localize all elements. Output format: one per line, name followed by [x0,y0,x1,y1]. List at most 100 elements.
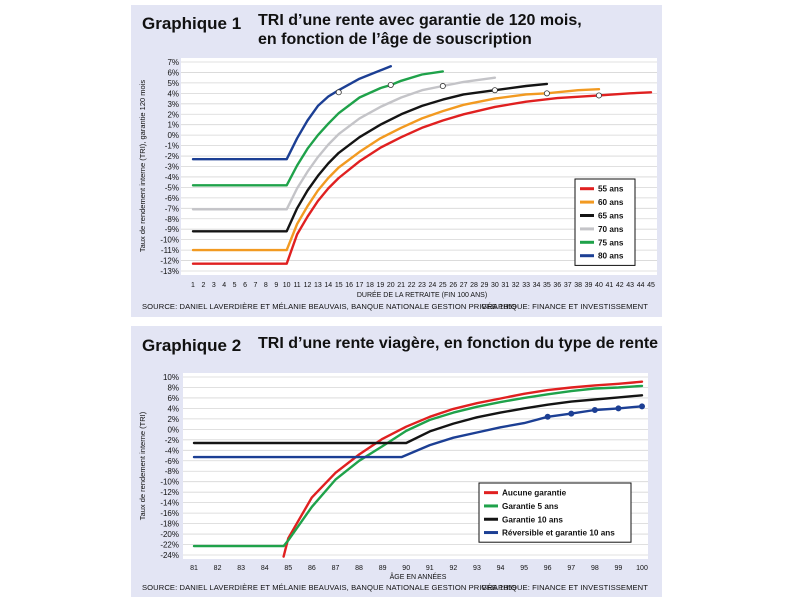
series-marker [638,403,645,410]
legend-label: 70 ans [598,225,624,234]
x-tick-label: 93 [473,565,481,572]
y-tick-label: -2% [165,436,179,445]
y-tick-label: 4% [167,404,179,413]
y-tick-label: -3% [165,163,179,172]
x-tick-label: 11 [293,282,300,289]
series-line-1 [191,91,653,265]
y-tick-label: -4% [165,173,179,182]
x-tick-label: 8 [264,282,268,289]
series-marker [491,87,498,94]
x-tick-label: 36 [553,282,561,289]
series-marker [544,413,551,420]
y-tick-label: -9% [165,225,179,234]
series-line-6 [191,65,392,161]
x-tick-label: 21 [397,282,405,289]
x-tick-label: 91 [426,565,434,572]
y-tick-label: -16% [160,509,179,518]
x-tick-label: 12 [304,282,312,289]
chart-panel-2: Graphique 2 TRI d’une rente viagère, en … [131,326,662,597]
legend-label: Garantie 10 ans [502,515,563,524]
legend-label: 80 ans [598,252,624,261]
chart-2-svg: 10%8% 6%4% 2%0% -2%-4% -6%-8% -10%-12% -14%-16… [138,373,648,581]
x-tick-label: 85 [284,565,292,572]
x-tick-label: 84 [261,565,269,572]
series-line-4 [192,405,644,459]
chart-panel-1: Graphique 1 TRI d’une rente avec garanti… [131,5,662,317]
y-tick-label: -10% [160,478,179,487]
y-tick-label: 6% [167,394,179,403]
x-tick-label: 81 [190,565,198,572]
series-line-3 [192,394,644,445]
x-tick-label: 27 [460,282,468,289]
x-tick-label: 30 [491,282,499,289]
y-tick-label: -20% [160,530,179,539]
x-tick-label: 45 [647,282,655,289]
x-tick-label: 82 [214,565,222,572]
x-tick-label: 6 [243,282,247,289]
series-marker [543,90,550,97]
x-tick-label: 44 [637,282,645,289]
series-marker [568,410,575,417]
y-tick-label: -14% [160,499,179,508]
y-tick-label: -7% [165,204,179,213]
x-tick-label: 42 [616,282,624,289]
series-line-5 [191,70,444,187]
x-tick-label: 18 [366,282,374,289]
x-tick-label: 90 [402,565,410,572]
series-marker [615,405,622,412]
legend-label: Réversible et garantie 10 ans [502,529,615,538]
y-axis-title: Taux de rendement interne (TRI), garanti… [138,80,147,252]
legend-label: Garantie 5 ans [502,502,559,511]
y-tick-label: -11% [161,246,179,255]
x-axis-title: ÂGE EN ANNÉES [390,572,447,581]
x-tick-label: 40 [595,282,603,289]
y-tick-label: -24% [160,551,179,560]
x-tick-label: 22 [408,282,416,289]
x-tick-label: 34 [533,282,541,289]
y-tick-label: -10% [160,236,179,245]
chart-source: SOURCE: DANIEL LAVERDIÈRE ET MÉLANIE BEA… [142,583,517,592]
chart-number: Graphique 2 [142,336,242,355]
x-tick-label: 16 [345,282,353,289]
x-tick-label: 10 [283,282,291,289]
y-tick-label: -6% [165,194,179,203]
y-tick-label: -1% [165,142,179,151]
legend-box [574,178,636,266]
y-tick-label: 6% [167,68,179,77]
y-axis-title: Taux de rendement interne (TRI) [138,411,147,520]
y-tick-label: -13% [160,267,179,276]
chart-credit: GRAPHIQUE: FINANCE ET INVESTISSEMENT [481,302,648,311]
series-marker [335,89,342,96]
x-tick-label: 32 [512,282,520,289]
legend-label: 65 ans [598,212,624,221]
y-tick-label: 7% [167,58,179,67]
y-tick-label: -2% [165,152,179,161]
y-tick-label: -18% [160,520,179,529]
x-tick-label: 19 [376,282,384,289]
x-tick-label: 86 [308,565,316,572]
y-tick-label: 0% [167,425,179,434]
y-tick-label: -8% [165,467,179,476]
x-tick-label: 38 [574,282,582,289]
x-tick-label: 28 [470,282,478,289]
x-tick-label: 97 [567,565,575,572]
series-line-2 [192,384,644,548]
x-tick-label: 14 [324,282,332,289]
series-marker [591,406,598,413]
legend-label: 60 ans [598,198,624,207]
x-tick-label: 4 [222,282,226,289]
series-line-4 [191,76,497,211]
legend-label: 75 ans [598,238,624,247]
y-tick-label: 4% [167,89,179,98]
y-tick-label: -6% [165,457,179,466]
x-tick-label: 7 [254,282,258,289]
y-tick-label: 2% [167,415,179,424]
x-tick-label: 9 [274,282,278,289]
x-tick-label: 39 [585,282,593,289]
x-tick-label: 33 [522,282,530,289]
x-tick-label: 5 [233,282,237,289]
y-tick-label: 2% [167,110,179,119]
y-tick-label: 5% [167,79,179,88]
y-tick-label: 8% [167,383,179,392]
series-line-2 [191,88,601,252]
